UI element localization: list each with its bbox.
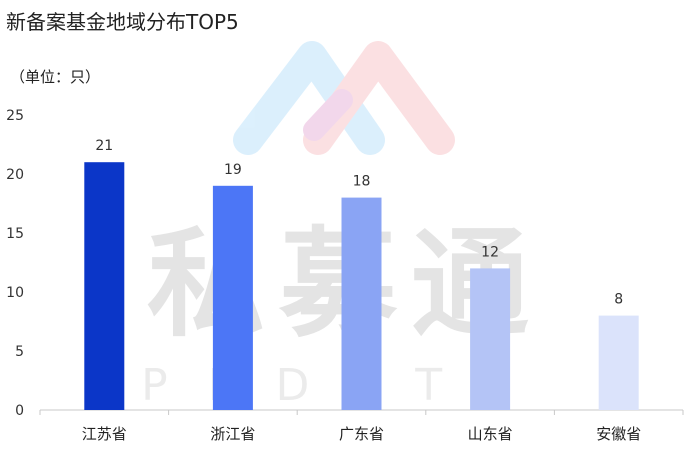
bar (598, 315, 639, 410)
watermark-subtext: PEDATA (141, 360, 549, 411)
bar (341, 197, 382, 410)
chart-title: 新备案基金地域分布TOP5 (6, 10, 239, 34)
y-tick-label: 0 (15, 403, 24, 419)
bars (84, 162, 639, 410)
y-tick-label: 15 (6, 226, 24, 242)
data-label: 12 (481, 244, 499, 260)
x-tick-label: 广东省 (339, 425, 384, 443)
x-tick-label: 浙江省 (210, 425, 255, 443)
x-tick-label: 安徽省 (596, 425, 641, 443)
data-label: 19 (224, 162, 242, 178)
watermark: 私募通 PEDATA (141, 41, 549, 411)
x-axis: 江苏省 浙江省 广东省 山东省 安徽省 (39, 410, 684, 443)
y-tick-label: 10 (6, 285, 24, 301)
bar (470, 268, 511, 410)
data-label: 18 (353, 174, 371, 190)
unit-label: （单位：只） (10, 68, 101, 86)
y-tick-label: 5 (15, 344, 24, 360)
y-tick-label: 25 (6, 108, 24, 124)
x-tick-label: 江苏省 (82, 425, 127, 443)
data-label: 21 (95, 138, 113, 154)
y-tick-label: 20 (6, 167, 24, 183)
y-axis: 0 5 10 15 20 25 (6, 108, 24, 419)
bar (84, 162, 125, 410)
data-label: 8 (614, 292, 623, 308)
data-labels: 21 19 18 12 8 (95, 138, 623, 307)
x-tick-label: 山东省 (468, 425, 513, 443)
bar (212, 185, 253, 410)
watermark-logo-icon (233, 41, 455, 155)
watermark-text: 私募通 (147, 215, 543, 353)
